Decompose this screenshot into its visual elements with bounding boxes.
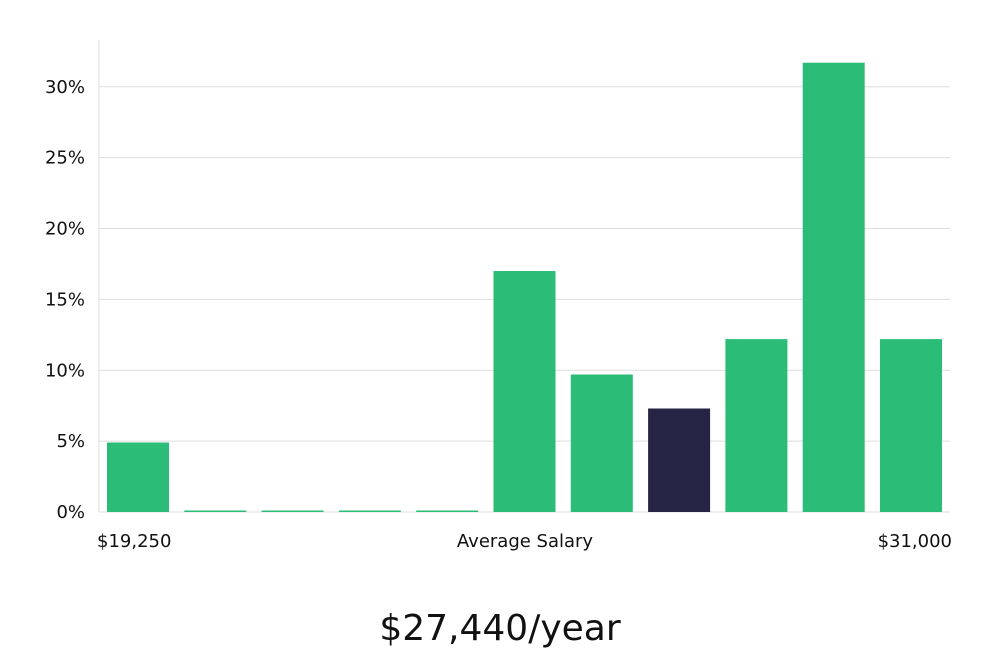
bar bbox=[416, 510, 479, 512]
bar bbox=[570, 374, 633, 512]
bar bbox=[725, 339, 788, 512]
bar-highlighted bbox=[648, 408, 711, 512]
y-tick-label: 0% bbox=[56, 502, 85, 523]
bar bbox=[338, 510, 401, 512]
average-salary-value: $27,440/year bbox=[379, 608, 621, 649]
y-tick-label: 20% bbox=[45, 219, 85, 240]
y-tick-label: 10% bbox=[45, 360, 85, 381]
x-label-min: $19,250 bbox=[97, 531, 171, 552]
bar bbox=[107, 442, 169, 512]
x-label-max: $31,000 bbox=[878, 531, 952, 552]
y-axis-ticks: 0% 5% 10% 15% 20% 25% 30% bbox=[45, 77, 85, 523]
y-tick-label: 25% bbox=[45, 148, 85, 169]
y-tick-label: 15% bbox=[45, 289, 85, 310]
salary-histogram-chart: 0% 5% 10% 15% 20% 25% 30% $19,250 Average Sala… bbox=[45, 40, 952, 552]
bar bbox=[880, 339, 942, 512]
y-tick-label: 5% bbox=[56, 431, 85, 452]
bar bbox=[802, 62, 865, 512]
bar bbox=[184, 510, 247, 512]
bars bbox=[107, 62, 942, 512]
bar bbox=[493, 271, 556, 512]
bar bbox=[261, 510, 324, 512]
y-tick-label: 30% bbox=[45, 77, 85, 98]
x-label-center: Average Salary bbox=[457, 531, 594, 552]
